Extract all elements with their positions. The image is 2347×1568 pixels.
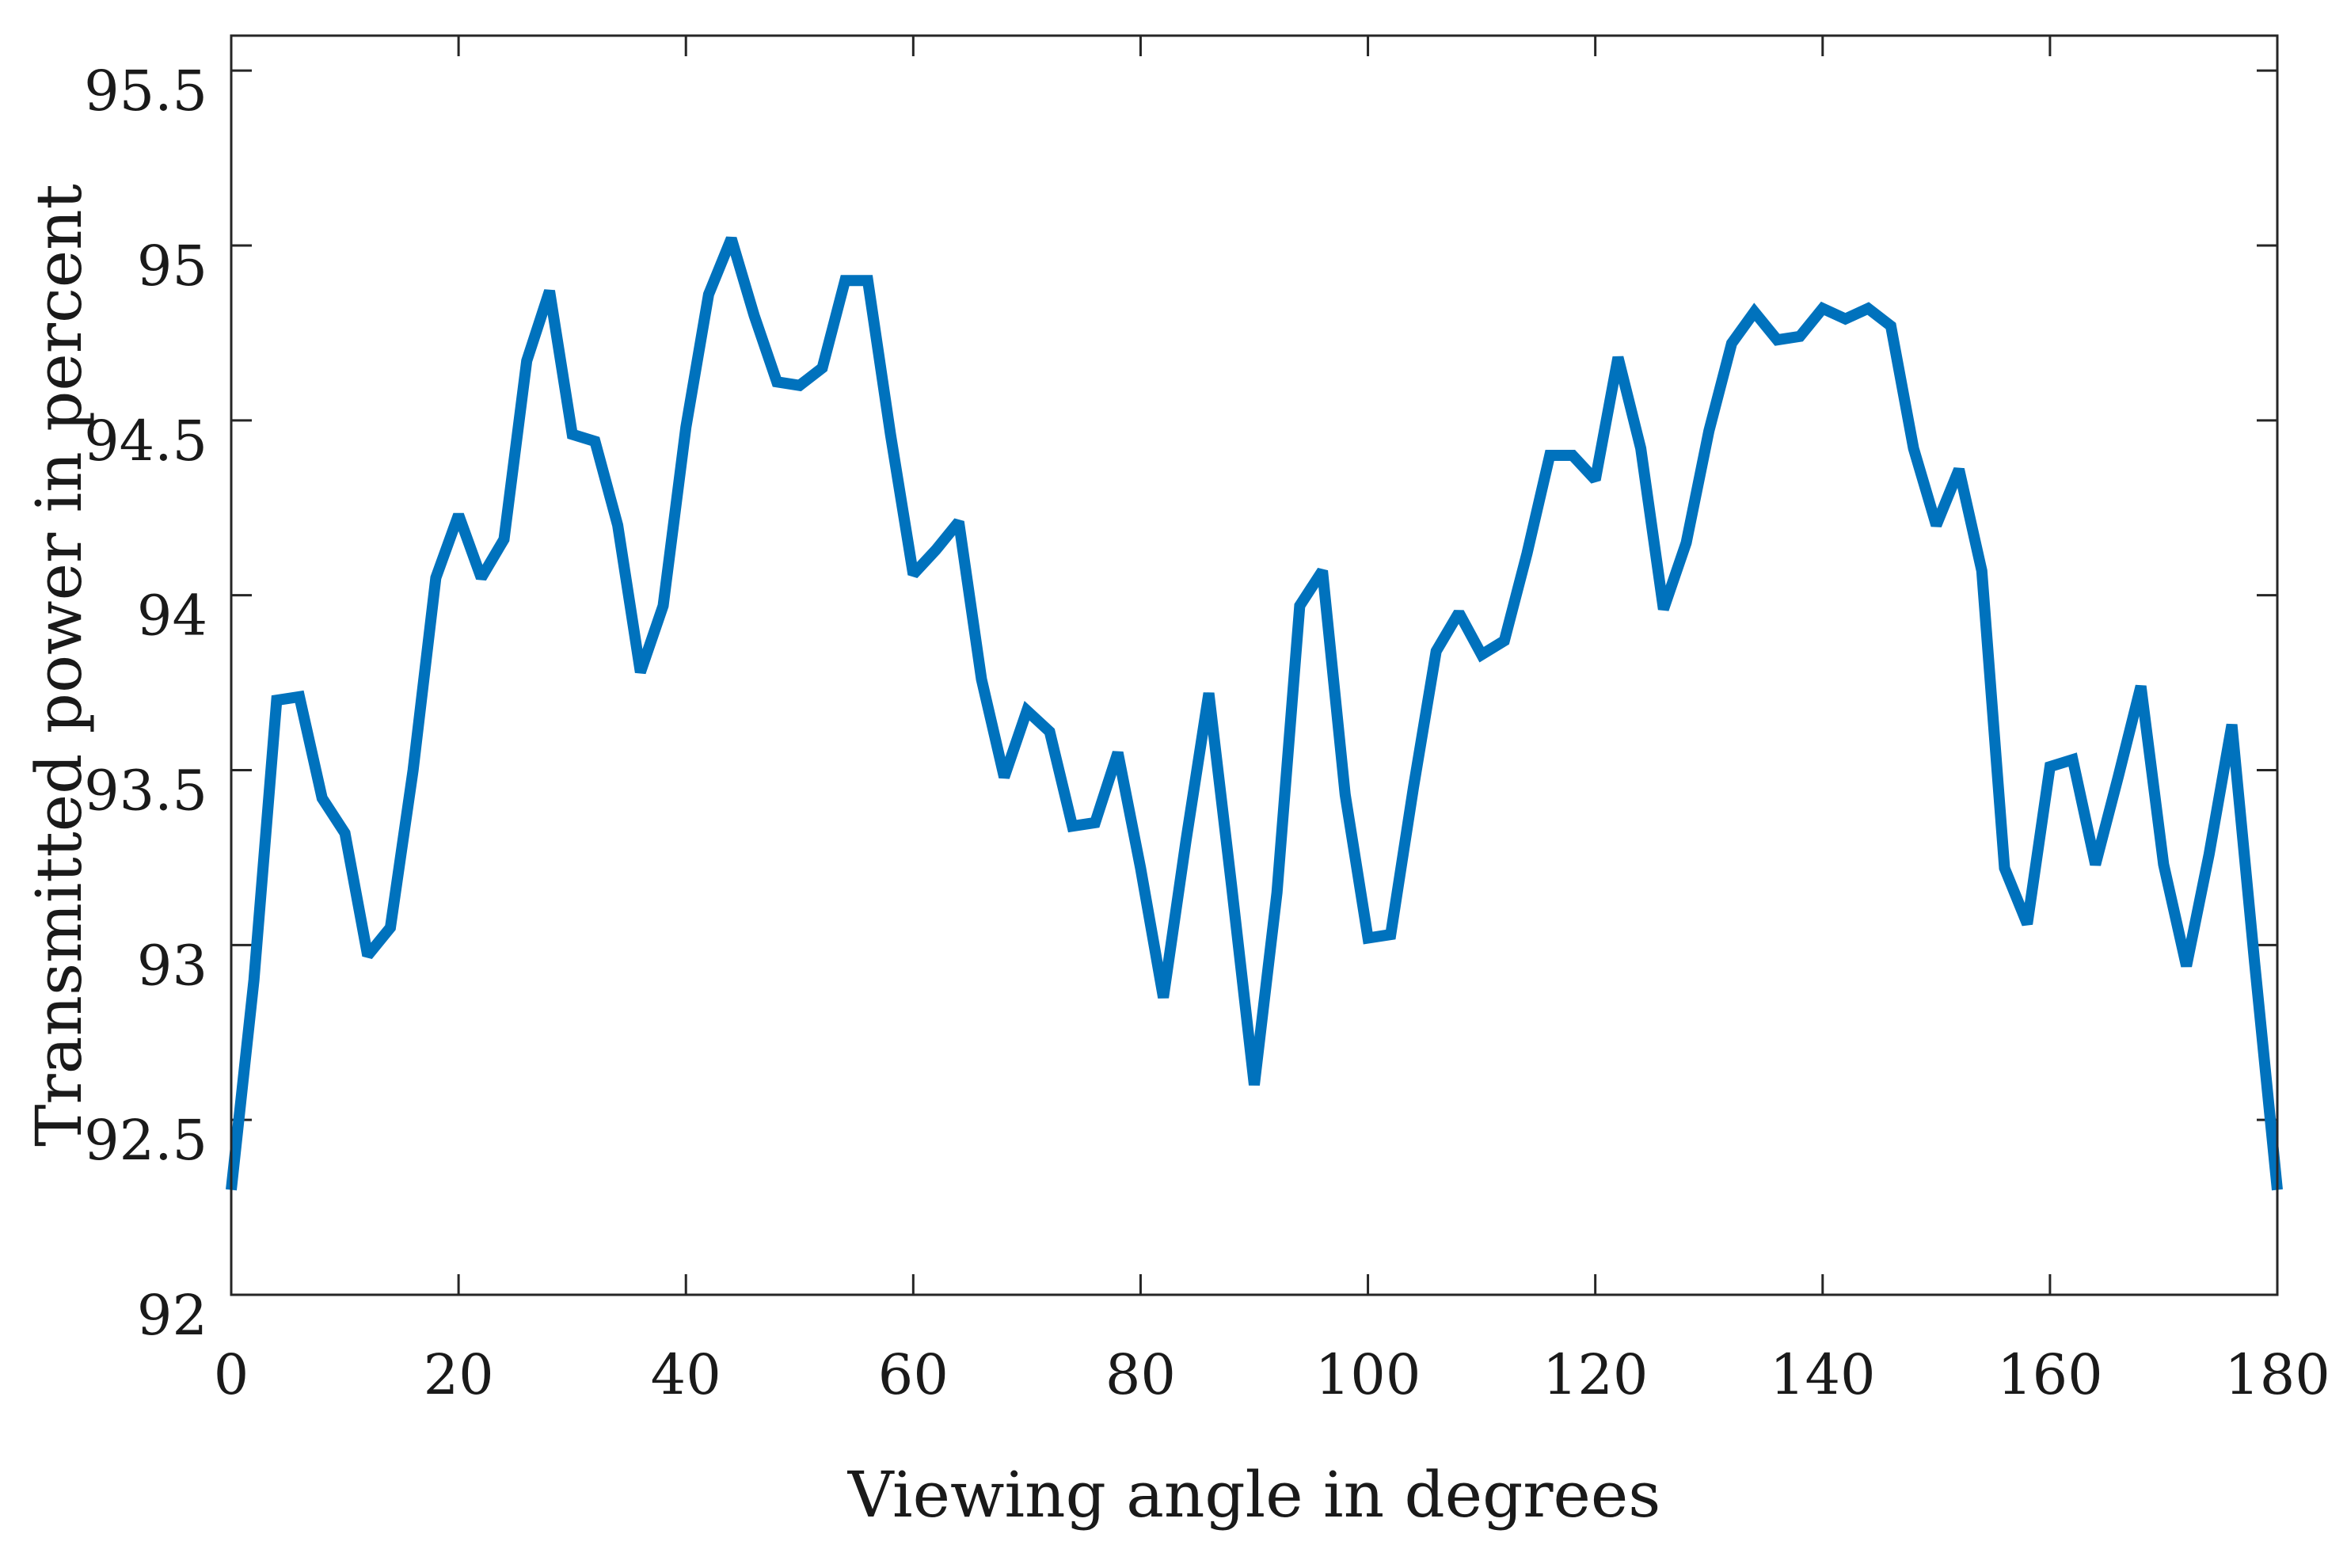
data-point bbox=[708, 294, 709, 295]
data-point bbox=[2118, 777, 2119, 778]
data-point bbox=[890, 434, 891, 435]
data-point bbox=[2140, 686, 2141, 687]
data-point bbox=[1390, 934, 1391, 935]
data-point bbox=[1276, 892, 1277, 893]
y-axis-tick-labels: 92 92.5 93 93.5 94 94.5 95 95.5 bbox=[84, 59, 207, 1348]
data-point bbox=[2072, 759, 2073, 760]
data-point bbox=[1572, 455, 1573, 456]
data-point bbox=[367, 955, 368, 956]
data-point bbox=[1185, 839, 1186, 840]
data-point bbox=[2254, 962, 2255, 963]
data-point bbox=[1686, 542, 1687, 543]
data-point bbox=[1959, 469, 1960, 470]
data-point bbox=[822, 367, 823, 368]
data-point bbox=[663, 605, 664, 606]
y-tick-label: 94.5 bbox=[84, 409, 207, 474]
x-tick-label: 160 bbox=[1997, 1342, 2103, 1407]
y-tick-label: 92 bbox=[137, 1283, 207, 1348]
data-point bbox=[1595, 479, 1596, 480]
plot-background bbox=[231, 36, 2277, 1295]
data-point bbox=[344, 833, 345, 834]
data-point bbox=[1777, 340, 1778, 341]
x-tick-label: 60 bbox=[878, 1342, 949, 1407]
data-point bbox=[1890, 325, 1891, 326]
y-tick-label: 92.5 bbox=[84, 1108, 207, 1173]
data-point bbox=[1709, 431, 1710, 432]
data-point bbox=[1208, 693, 1209, 694]
data-point bbox=[1754, 311, 1755, 312]
data-point bbox=[867, 280, 868, 281]
data-point bbox=[299, 696, 300, 697]
data-point bbox=[1140, 868, 1141, 869]
x-tick-label: 80 bbox=[1105, 1342, 1176, 1407]
x-tick-label: 120 bbox=[1542, 1342, 1649, 1407]
plot-frame bbox=[230, 34, 2279, 1296]
data-point bbox=[2004, 868, 2005, 869]
data-point bbox=[754, 315, 755, 316]
series-line bbox=[226, 236, 2283, 1191]
series-layer bbox=[226, 236, 2283, 1191]
data-point bbox=[799, 385, 800, 386]
data-point bbox=[1163, 997, 1164, 998]
data-point bbox=[1026, 710, 1027, 711]
x-tick-label: 20 bbox=[424, 1342, 494, 1407]
y-tick-label: 95 bbox=[137, 234, 207, 299]
data-point bbox=[1618, 357, 1619, 358]
y-tick-label: 93 bbox=[137, 933, 207, 998]
data-point bbox=[1072, 826, 1073, 827]
x-tick-label: 0 bbox=[214, 1342, 249, 1407]
data-point bbox=[686, 427, 687, 428]
data-point bbox=[731, 238, 732, 239]
x-axis-tick-labels: 0 20 40 60 80 100 120 140 160 180 bbox=[214, 1342, 2330, 1407]
y-tick-label: 95.5 bbox=[84, 59, 207, 124]
data-point bbox=[1254, 1085, 1255, 1086]
data-point bbox=[1663, 609, 1664, 610]
y-tick-label: 93.5 bbox=[84, 759, 207, 824]
data-point bbox=[1004, 777, 1005, 778]
data-point bbox=[1868, 308, 1869, 309]
data-point bbox=[2186, 965, 2187, 966]
data-point bbox=[1231, 885, 1232, 886]
x-tick-label: 140 bbox=[1770, 1342, 1876, 1407]
data-point bbox=[845, 280, 846, 281]
x-axis-title: Viewing angle in degrees bbox=[847, 1458, 1661, 1532]
data-point bbox=[1095, 822, 1096, 823]
x-tick-label: 100 bbox=[1315, 1342, 1421, 1407]
x-axis-ticks bbox=[230, 36, 2279, 1295]
data-point bbox=[1800, 336, 1801, 337]
data-point bbox=[913, 574, 914, 575]
data-point bbox=[2027, 923, 2028, 924]
data-point bbox=[1322, 570, 1323, 571]
data-point bbox=[1117, 752, 1118, 753]
data-point bbox=[1731, 343, 1732, 344]
y-tick-label: 94 bbox=[137, 584, 207, 649]
y-axis-title: Transmitted power in percent bbox=[22, 184, 96, 1147]
data-point bbox=[276, 700, 277, 701]
data-point bbox=[1822, 308, 1823, 309]
data-point bbox=[321, 797, 322, 798]
data-point bbox=[458, 515, 459, 516]
data-point bbox=[958, 521, 959, 522]
data-point bbox=[2095, 864, 2096, 865]
data-point bbox=[1936, 525, 1937, 526]
data-point bbox=[1049, 731, 1050, 732]
data-point bbox=[1913, 448, 1914, 449]
data-point bbox=[1981, 570, 1982, 571]
data-point bbox=[1299, 605, 1300, 606]
data-point bbox=[1845, 318, 1846, 319]
data-point bbox=[2163, 864, 2164, 865]
x-tick-label: 180 bbox=[2224, 1342, 2330, 1407]
x-tick-label: 40 bbox=[651, 1342, 721, 1407]
